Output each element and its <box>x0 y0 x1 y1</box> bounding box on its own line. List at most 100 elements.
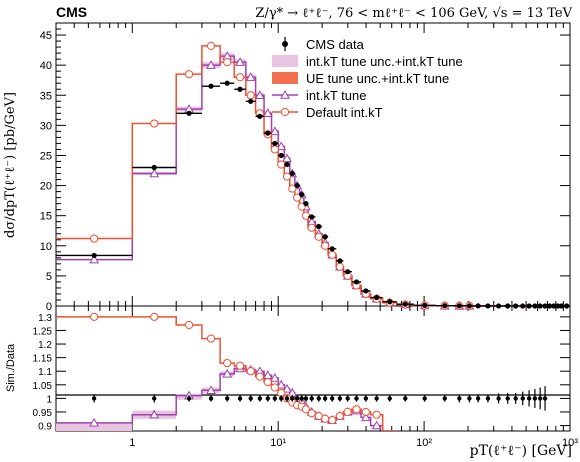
main-data-point <box>248 98 254 104</box>
ratio-data-point <box>442 396 447 401</box>
main-default-int-kt-marker <box>288 184 297 193</box>
main-data-point <box>485 303 491 309</box>
main-data-point <box>558 303 565 309</box>
ratio-default-int-kt-marker <box>328 416 337 425</box>
main-data-point <box>322 234 328 240</box>
ratio-int-kt-unc-band <box>56 422 133 431</box>
ratio-panel-frame <box>55 305 571 432</box>
main-y-tick-label: 45 <box>40 30 52 42</box>
main-default-int-kt-marker <box>282 172 292 181</box>
main-data-point <box>374 294 380 301</box>
main-y-tick-label: 5 <box>46 271 52 283</box>
ratio-y-tick-label: 1.3 <box>38 313 52 324</box>
main-data-point <box>329 246 335 252</box>
ratio-y-tick-label: 1.2 <box>38 340 52 351</box>
main-data-point <box>466 303 473 309</box>
main-data-point <box>345 269 351 275</box>
main-data-point <box>442 303 448 309</box>
main-int-kt-tune-marker <box>245 72 256 81</box>
ratio-default-int-kt-marker <box>255 372 264 381</box>
ratio-default-int-kt-marker <box>223 358 232 368</box>
main-data-point <box>513 303 519 309</box>
ratio-data-point <box>496 396 501 401</box>
ratio-default-int-kt-marker <box>321 414 330 423</box>
legend-entry-label: UE tune unc.+int.kT tune <box>306 71 449 86</box>
ratio-data-point <box>403 396 408 401</box>
main-default-int-kt-marker <box>90 234 99 243</box>
ratio-data-point <box>513 396 518 401</box>
main-data-point <box>337 258 343 264</box>
ratio-data-point <box>505 396 510 401</box>
ratio-y-tick-label: 0.95 <box>33 408 53 419</box>
experiment-label: CMS <box>56 4 87 20</box>
main-data-point <box>186 110 192 116</box>
main-default-int-kt-marker <box>328 250 337 259</box>
ratio-int-kt-tune-marker <box>222 368 233 378</box>
main-default-int-kt-marker <box>150 119 159 128</box>
ratio-data-point <box>475 396 481 401</box>
main-data-point <box>284 161 290 168</box>
ratio-data-point <box>345 396 350 401</box>
main-data-point <box>555 303 561 309</box>
main-data-point <box>402 301 408 307</box>
main-data-point <box>542 303 548 309</box>
legend-entry-label: int.kT tune unc.+int.kT tune <box>306 54 463 69</box>
main-data-point <box>224 80 230 86</box>
main-data-point <box>505 303 511 309</box>
ratio-data-point <box>374 396 379 401</box>
main-default-int-kt-marker <box>321 241 330 250</box>
ratio-int-kt-tune-marker <box>206 385 216 394</box>
ratio-data-point <box>294 396 300 401</box>
main-default-int-kt-marker <box>297 202 306 211</box>
main-data-point <box>387 299 393 305</box>
main-default-int-kt-marker <box>246 91 255 100</box>
main-int-kt-tune-marker <box>206 60 216 69</box>
ratio-int-kt-tune-marker <box>282 383 292 393</box>
ratio-data-point <box>299 396 304 401</box>
main-data-point <box>289 170 295 177</box>
ratio-data-point <box>309 396 314 401</box>
ratio-data-point <box>422 396 427 401</box>
x-tick-label: 10² <box>416 437 432 449</box>
main-ylabel: dσ/dpT(ℓ⁺ℓ⁻) [pb/GeV] <box>3 92 18 238</box>
ratio-default-int-kt-marker <box>184 320 194 330</box>
ratio-data-point <box>485 396 491 401</box>
main-default-int-kt-marker <box>206 41 216 50</box>
main-data-point <box>91 252 97 259</box>
main-data-point <box>299 192 305 198</box>
ratio-data-point <box>337 396 343 401</box>
main-default-int-kt-marker <box>270 145 279 154</box>
ratio-y-tick-label: 1.25 <box>33 326 53 337</box>
main-int-kt-tune-marker <box>276 141 287 151</box>
main-data-point <box>237 86 243 92</box>
ratio-data-point <box>303 396 309 401</box>
main-data-point <box>278 152 284 159</box>
main-y-tick-label: 10 <box>40 241 52 253</box>
ratio-data-point <box>537 396 543 401</box>
ratio-data-point <box>91 396 97 401</box>
legend-ue-band-symbol <box>272 72 298 84</box>
main-y-tick-label: 40 <box>40 60 52 72</box>
main-int-kt-tune-marker <box>89 254 99 264</box>
main-int-kt-tune-marker <box>262 108 273 118</box>
main-int-kt-tune-marker <box>270 126 280 136</box>
ratio-panel-marks <box>56 312 548 431</box>
ratio-int-kt-tune-marker <box>270 372 280 382</box>
main-default-int-kt-marker <box>301 211 311 220</box>
ratio-default-int-kt-marker <box>90 312 99 321</box>
ratio-data-point <box>363 396 369 401</box>
ratio-data-point <box>152 396 157 401</box>
main-y-tick-label: 25 <box>40 150 52 162</box>
main-y-tick-label: 35 <box>40 90 52 102</box>
main-int-kt-tune-marker <box>149 168 160 178</box>
ratio-data-point <box>330 396 335 401</box>
ratio-default-int-kt-marker <box>352 405 361 414</box>
main-data-point <box>422 302 428 308</box>
ratio-default-int-kt-marker <box>150 312 159 321</box>
x-axis-label: pT(ℓ⁺ℓ⁻) [GeV] <box>470 443 572 459</box>
ratio-data-point <box>532 396 538 401</box>
main-y-tick-label: 30 <box>40 120 52 132</box>
main-int-kt-tune-marker <box>254 90 265 99</box>
ratio-data-point <box>225 396 230 401</box>
ratio-data-point <box>467 396 472 401</box>
